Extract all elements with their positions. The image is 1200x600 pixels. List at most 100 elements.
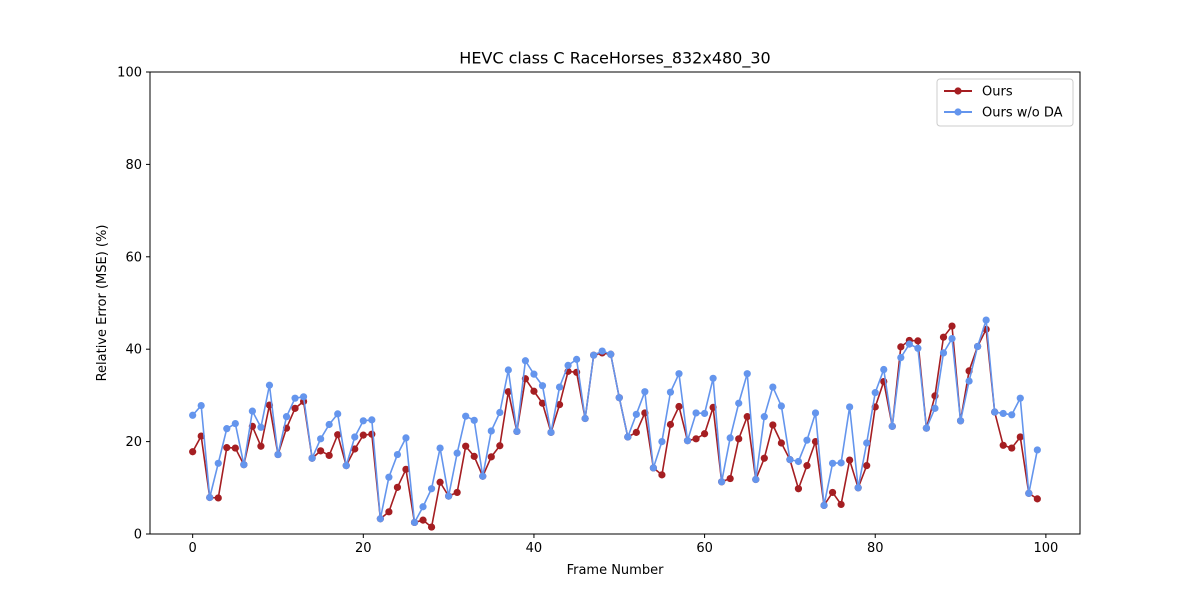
data-point-ours-w-o-da (666, 388, 675, 396)
series-line-ours-w-o-da (192, 319, 1039, 524)
data-point-ours (419, 516, 427, 524)
data-point-ours-w-o-da (675, 370, 683, 378)
data-point-ours-w-o-da (735, 399, 743, 407)
data-point-ours (351, 445, 359, 453)
data-point-ours (846, 456, 854, 464)
data-point-ours-w-o-da (487, 427, 495, 435)
data-point-ours (777, 439, 785, 447)
legend-marker-ours (954, 87, 962, 95)
x-tick-label: 80 (867, 541, 884, 556)
data-point-ours (666, 420, 675, 429)
data-point-ours-w-o-da (189, 411, 197, 419)
data-point-ours-w-o-da (683, 437, 692, 445)
data-point-ours (214, 494, 222, 502)
data-point-ours (999, 441, 1007, 449)
x-tick-label: 60 (696, 541, 713, 556)
data-point-ours (291, 404, 299, 412)
series-ours-w-o-da (189, 316, 1041, 527)
data-point-ours (632, 428, 640, 436)
data-point-ours-w-o-da (325, 420, 333, 429)
data-point-ours-w-o-da (470, 416, 478, 424)
data-point-ours (368, 430, 376, 438)
data-point-ours-w-o-da (786, 456, 794, 464)
data-point-ours (555, 401, 564, 409)
x-tick-label: 40 (526, 541, 543, 556)
data-point-ours (794, 485, 803, 493)
data-point-ours (385, 508, 393, 516)
data-point-ours (453, 488, 461, 497)
data-point-ours-w-o-da (598, 347, 606, 355)
data-point-ours (402, 465, 410, 473)
data-point-ours (939, 333, 948, 341)
y-axis-label: Relative Error (MSE) (%) (95, 225, 110, 382)
data-point-ours (803, 462, 811, 470)
y-tick-label: 0 (134, 528, 142, 543)
data-point-ours-w-o-da (547, 428, 555, 436)
data-point-ours-w-o-da (632, 410, 640, 418)
data-point-ours (325, 451, 333, 460)
y-axis: 0 20 40 60 80 100 (117, 66, 150, 543)
data-point-ours-w-o-da (607, 350, 615, 358)
data-point-ours-w-o-da (197, 401, 205, 410)
data-point-ours-w-o-da (760, 413, 768, 421)
data-point-ours-w-o-da (445, 492, 453, 500)
data-point-ours-w-o-da (368, 416, 376, 424)
data-point-ours-w-o-da (402, 434, 410, 442)
data-point-ours-w-o-da (342, 462, 350, 470)
data-point-ours (470, 452, 478, 460)
data-point-ours (436, 478, 444, 486)
data-point-ours (700, 430, 709, 438)
data-point-ours-w-o-da (513, 427, 521, 436)
data-point-ours-w-o-da (376, 515, 384, 523)
data-point-ours-w-o-da (922, 424, 931, 432)
data-point-ours-w-o-da (956, 417, 965, 425)
data-point-ours-w-o-da (1016, 394, 1024, 402)
data-point-ours-w-o-da (999, 409, 1007, 418)
data-point-ours (769, 421, 777, 429)
data-point-ours-w-o-da (496, 408, 504, 417)
x-axis: 0 20 40 60 80 100 (189, 534, 1058, 556)
data-point-ours (504, 388, 512, 396)
data-point-ours-w-o-da (649, 464, 657, 472)
data-point-ours-w-o-da (573, 355, 581, 363)
data-point-ours-w-o-da (206, 493, 214, 502)
data-point-ours (189, 448, 197, 456)
data-point-ours (427, 523, 436, 531)
data-point-ours-w-o-da (1008, 411, 1016, 419)
data-point-ours (837, 500, 845, 509)
data-point-ours-w-o-da (564, 361, 572, 369)
x-axis-label: Frame Number (567, 563, 665, 578)
data-point-ours-w-o-da (453, 449, 461, 457)
data-point-ours (393, 483, 402, 491)
data-point-ours (1033, 495, 1041, 503)
data-point-ours-w-o-da (777, 402, 785, 410)
data-point-ours-w-o-da (223, 425, 231, 433)
data-point-ours-w-o-da (385, 473, 393, 481)
data-point-ours (334, 431, 342, 439)
data-point-ours (735, 435, 743, 443)
data-point-ours (914, 337, 922, 345)
data-point-ours-w-o-da (880, 365, 888, 374)
data-point-ours (863, 462, 871, 470)
y-tick-label: 100 (117, 66, 142, 81)
data-point-ours-w-o-da (726, 434, 734, 442)
data-point-ours-w-o-da (820, 501, 828, 509)
data-point-ours-w-o-da (888, 422, 896, 430)
data-point-ours-w-o-da (914, 344, 922, 352)
data-point-ours-w-o-da (624, 433, 632, 441)
data-point-ours (743, 413, 751, 421)
data-point-ours (948, 322, 956, 330)
data-point-ours-w-o-da (905, 340, 913, 348)
y-tick-label: 40 (125, 343, 142, 358)
x-tick-label: 100 (1033, 541, 1058, 556)
data-point-ours-w-o-da (1033, 446, 1041, 454)
data-point-ours-w-o-da (427, 485, 436, 493)
data-point-ours-w-o-da (974, 342, 982, 351)
data-point-ours (487, 453, 495, 461)
data-point-ours (496, 442, 504, 450)
data-point-ours-w-o-da (462, 412, 470, 420)
data-point-ours-w-o-da (265, 381, 274, 389)
data-point-ours-w-o-da (846, 403, 854, 411)
legend-label-ours-wo-da: Ours w/o DA (982, 106, 1063, 121)
